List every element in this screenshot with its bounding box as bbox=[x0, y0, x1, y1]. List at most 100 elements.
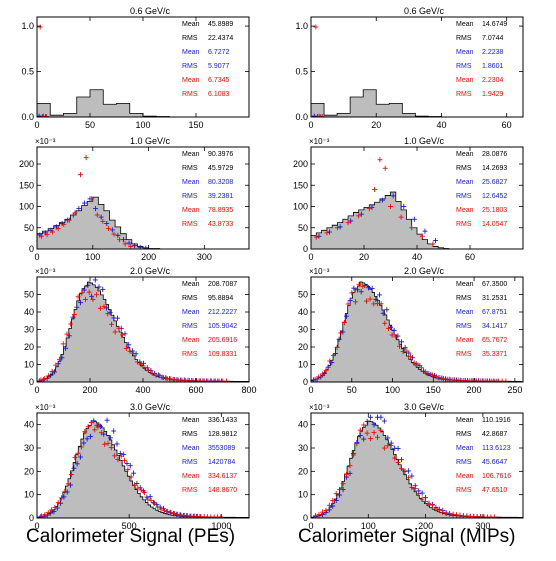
y-tick-label: 1.0 bbox=[21, 21, 34, 31]
x-tick-label: 100 bbox=[361, 521, 376, 531]
stat-label: Mean bbox=[456, 417, 474, 424]
panel-1: 0 20 40 60 0.0 0.5 1.0 0.6 GeV/c Mean 14.6749 RMS 7… bbox=[295, 6, 524, 130]
stat-label: RMS bbox=[456, 431, 472, 438]
y-exponent: ×10⁻³ bbox=[35, 137, 56, 146]
stat-value: 128.9812 bbox=[208, 431, 237, 438]
y-tick-label: 20 bbox=[298, 342, 308, 352]
stat-value: 22.4374 bbox=[208, 35, 233, 42]
stat-value: 45.9729 bbox=[208, 165, 233, 172]
stat-label: RMS bbox=[182, 193, 198, 200]
panel-2: 0 100 200 300 0 50 100 150 200 1.0 GeV/c ×10⁻³ Mean… bbox=[19, 136, 250, 262]
y-tick-label: 100 bbox=[293, 202, 308, 212]
stat-label: RMS bbox=[182, 295, 198, 302]
stat-value: 7.0744 bbox=[482, 35, 504, 42]
stat-label: Mean bbox=[182, 417, 200, 424]
plot-frame bbox=[310, 16, 524, 118]
y-exponent: ×10⁻³ bbox=[35, 267, 56, 276]
chart-title: 3.0 GeV/c bbox=[130, 402, 171, 412]
x-tick-label: 100 bbox=[385, 385, 400, 395]
series-blue bbox=[38, 417, 203, 518]
series-red bbox=[313, 157, 436, 247]
x-tick-label: 200 bbox=[418, 521, 433, 531]
stat-label: Mean bbox=[182, 445, 200, 452]
y-tick-label: 0 bbox=[303, 377, 308, 387]
y-tick-label: 40 bbox=[24, 420, 34, 430]
x-tick-label: 200 bbox=[467, 385, 482, 395]
y-tick-label: 0 bbox=[29, 513, 34, 523]
histogram-black bbox=[310, 191, 450, 250]
y-tick-label: 150 bbox=[293, 180, 308, 190]
chart-title: 2.0 GeV/c bbox=[404, 266, 445, 276]
stat-label: RMS bbox=[182, 221, 198, 228]
y-tick-label: 0.5 bbox=[21, 67, 34, 77]
stat-value: 3553089 bbox=[208, 445, 235, 452]
y-tick-label: 100 bbox=[19, 202, 34, 212]
stat-label: Mean bbox=[182, 207, 200, 214]
panel-6: 0 500 1000 0 10 20 30 40 3.0 GeV/c ×10⁻³ Mean 336.1… bbox=[24, 402, 250, 531]
stat-label: RMS bbox=[456, 35, 472, 42]
footer-label-mips: Calorimeter Signal (MIPs) bbox=[298, 526, 516, 547]
stat-value: 28.0876 bbox=[482, 151, 507, 158]
stat-label: RMS bbox=[456, 165, 472, 172]
x-tick-label: 50 bbox=[85, 120, 95, 130]
stat-label: RMS bbox=[182, 165, 198, 172]
y-tick-label: 30 bbox=[24, 443, 34, 453]
y-tick-label: 0 bbox=[29, 377, 34, 387]
stat-value: 6.1083 bbox=[208, 91, 230, 98]
chart-title: 0.6 GeV/c bbox=[130, 6, 171, 16]
x-tick-label: 500 bbox=[122, 521, 137, 531]
stat-value: 336.1433 bbox=[208, 417, 237, 424]
stat-label: Mean bbox=[182, 49, 200, 56]
stat-value: 43.8733 bbox=[208, 221, 233, 228]
x-tick-label: 20 bbox=[371, 120, 381, 130]
x-tick-label: 300 bbox=[197, 252, 212, 262]
y-tick-label: 10 bbox=[24, 360, 34, 370]
stat-value: 80.3208 bbox=[208, 179, 233, 186]
x-tick-label: 0 bbox=[308, 252, 313, 262]
y-tick-label: 0.0 bbox=[21, 112, 34, 122]
stat-value: 6.7272 bbox=[208, 49, 230, 56]
x-tick-label: 100 bbox=[85, 252, 100, 262]
stat-value: 67.3500 bbox=[482, 281, 507, 288]
stat-label: Mean bbox=[182, 179, 200, 186]
panel-4: 0 200 400 600 800 0 10 20 30 40 50 2.0 GeV/c ×10⁻³ Me… bbox=[24, 266, 257, 395]
y-tick-label: 1.0 bbox=[295, 21, 308, 31]
y-tick-label: 0.5 bbox=[295, 67, 308, 77]
y-tick-label: 20 bbox=[24, 466, 34, 476]
stat-label: RMS bbox=[182, 351, 198, 358]
stat-value: 106.7616 bbox=[482, 473, 511, 480]
y-exponent: ×10⁻³ bbox=[309, 267, 330, 276]
stat-value: 110.1916 bbox=[482, 417, 511, 424]
y-tick-label: 50 bbox=[24, 290, 34, 300]
stat-label: RMS bbox=[456, 193, 472, 200]
chart-title: 0.6 GeV/c bbox=[404, 6, 445, 16]
y-tick-label: 0 bbox=[303, 513, 308, 523]
x-tick-label: 800 bbox=[241, 385, 256, 395]
y-tick-label: 10 bbox=[24, 490, 34, 500]
stat-label: RMS bbox=[182, 459, 198, 466]
series-red bbox=[313, 422, 497, 518]
stat-value: 2.2238 bbox=[482, 49, 504, 56]
y-tick-label: 20 bbox=[298, 466, 308, 476]
stat-label: Mean bbox=[182, 281, 200, 288]
series-red bbox=[38, 289, 229, 382]
y-tick-label: 0 bbox=[303, 244, 308, 254]
x-tick-label: 0 bbox=[34, 252, 39, 262]
y-tick-label: 30 bbox=[24, 325, 34, 335]
y-exponent: ×10⁻³ bbox=[309, 403, 330, 412]
stat-label: RMS bbox=[182, 487, 198, 494]
stat-value: 90.3976 bbox=[208, 151, 233, 158]
stat-label: Mean bbox=[456, 151, 474, 158]
stat-label: Mean bbox=[182, 151, 200, 158]
y-tick-label: 200 bbox=[293, 159, 308, 169]
histogram-black bbox=[36, 196, 161, 250]
stat-value: 39.2381 bbox=[208, 193, 233, 200]
x-tick-label: 300 bbox=[475, 521, 490, 531]
x-tick-label: 0 bbox=[34, 120, 39, 130]
stat-label: Mean bbox=[456, 445, 474, 452]
x-tick-label: 50 bbox=[347, 385, 357, 395]
y-tick-label: 30 bbox=[298, 325, 308, 335]
y-tick-label: 50 bbox=[24, 223, 34, 233]
stat-label: Mean bbox=[182, 309, 200, 316]
